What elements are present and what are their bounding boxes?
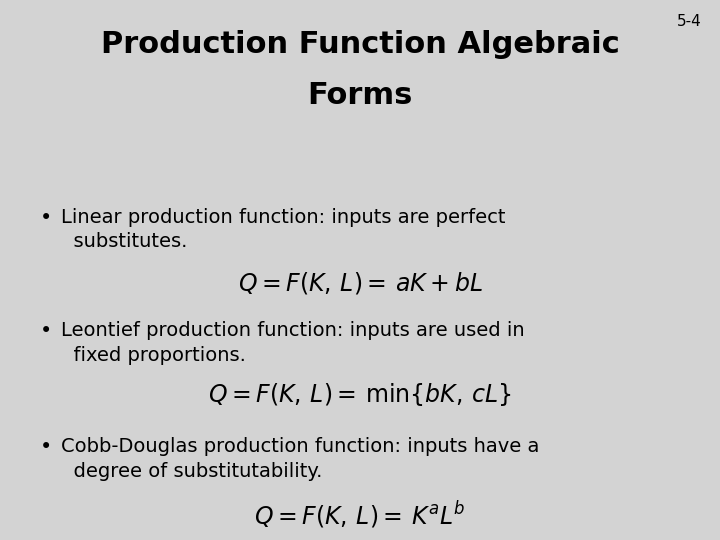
Text: $Q = F(K,\,L){=}\,aK + bL$: $Q = F(K,\,L){=}\,aK + bL$ bbox=[238, 270, 482, 296]
Text: •: • bbox=[40, 321, 52, 341]
Text: •: • bbox=[40, 208, 52, 228]
Text: $Q = F(K,\,L){=}\,K^{a}L^{b}$: $Q = F(K,\,L){=}\,K^{a}L^{b}$ bbox=[254, 500, 466, 531]
Text: •: • bbox=[40, 437, 52, 457]
Text: 5-4: 5-4 bbox=[678, 14, 702, 29]
Text: $Q = F(K,\,L){=}\,\min\{bK,\,cL\}$: $Q = F(K,\,L){=}\,\min\{bK,\,cL\}$ bbox=[208, 381, 512, 408]
Text: Cobb-Douglas production function: inputs have a
  degree of substitutability.: Cobb-Douglas production function: inputs… bbox=[61, 437, 539, 481]
Text: Production Function Algebraic: Production Function Algebraic bbox=[101, 30, 619, 59]
Text: Linear production function: inputs are perfect
  substitutes.: Linear production function: inputs are p… bbox=[61, 208, 505, 251]
Text: Leontief production function: inputs are used in
  fixed proportions.: Leontief production function: inputs are… bbox=[61, 321, 525, 365]
Text: Forms: Forms bbox=[307, 81, 413, 110]
